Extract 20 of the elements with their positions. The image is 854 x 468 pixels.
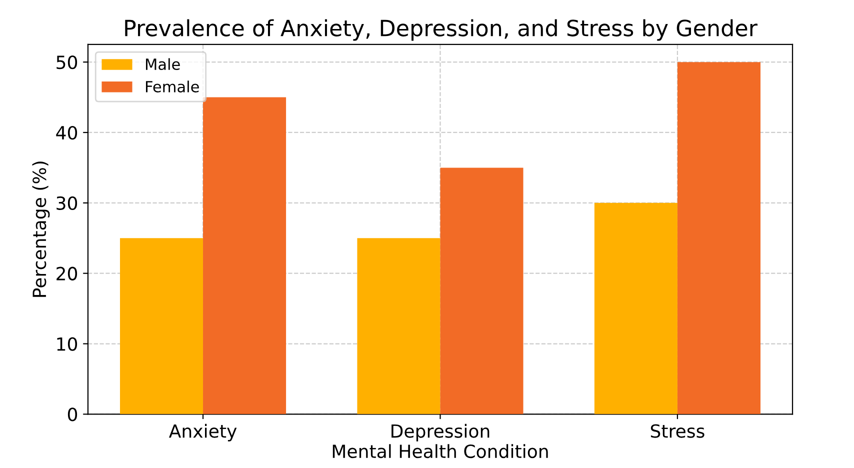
y-tick-label: 40 xyxy=(56,126,78,140)
y-axis-title: Percentage (%) xyxy=(32,162,50,297)
bar xyxy=(440,168,524,414)
legend-label: Female xyxy=(146,80,199,92)
x-axis-title: Mental Health Condition xyxy=(332,444,548,458)
bar xyxy=(120,238,204,414)
bar xyxy=(357,238,440,414)
x-tick-label: Stress xyxy=(650,424,704,438)
x-tick-label: Depression xyxy=(392,424,490,442)
y-tick-label: 0 xyxy=(68,408,78,422)
bar xyxy=(203,97,286,414)
y-tick-label: 50 xyxy=(56,56,78,70)
bar xyxy=(594,202,678,414)
bar xyxy=(677,62,760,414)
y-tick-label: 30 xyxy=(56,196,78,210)
chart-title: Prevalence of Anxiety, Depression, and Stress by Gender xyxy=(125,19,758,41)
x-tick-label: Anxiety xyxy=(168,424,237,442)
y-tick-label: 20 xyxy=(56,266,78,280)
y-tick-label: 10 xyxy=(57,337,78,351)
legend-label: Male xyxy=(146,58,180,70)
